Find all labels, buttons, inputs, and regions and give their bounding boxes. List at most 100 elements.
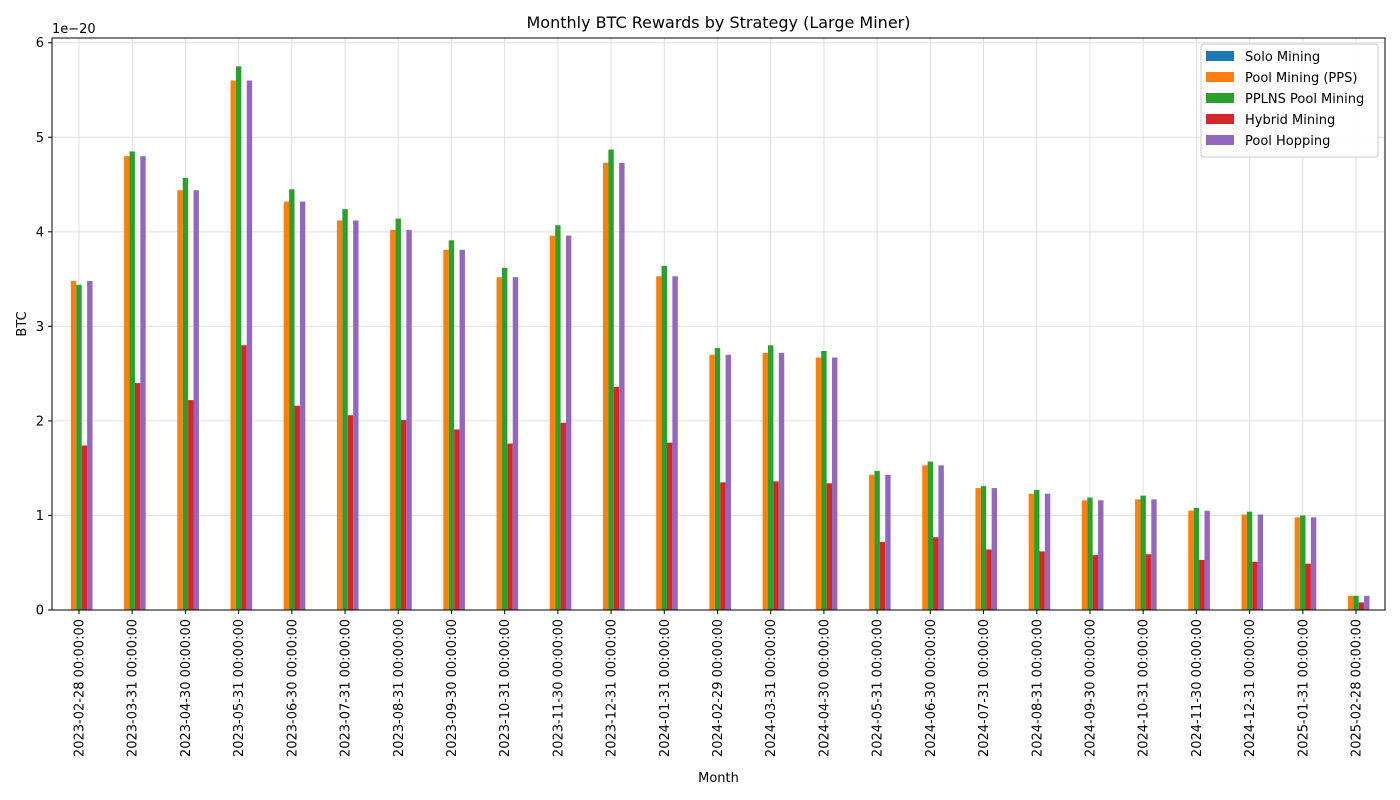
bar-pool-mining-pps: [549, 235, 556, 610]
legend-swatch: [1206, 93, 1234, 103]
bar-pool-mining-pps: [283, 201, 290, 610]
bar-hybrid-mining: [400, 419, 407, 610]
bar-hybrid-mining: [454, 429, 460, 610]
x-tick-label: 2023-04-30 00:00:00: [179, 619, 194, 757]
bar-hybrid-mining: [1145, 554, 1152, 610]
x-tick-label: 2024-04-30 00:00:00: [817, 619, 832, 757]
y-tick-label: 0: [36, 604, 44, 619]
bar-pool-hopping: [565, 235, 572, 610]
legend-box: [1200, 43, 1379, 158]
bar-pplns-pool-mining: [1353, 595, 1359, 610]
bar-pool-hopping: [1257, 514, 1264, 610]
bar-pool-hopping: [619, 162, 625, 611]
x-tick-label: 2023-03-31 00:00:00: [126, 619, 141, 757]
x-tick-label: 2024-05-31 00:00:00: [871, 619, 886, 757]
bar-pool-mining-pps: [230, 80, 236, 610]
bar-pool-hopping: [778, 352, 785, 610]
bar-hybrid-mining: [879, 541, 886, 610]
bar-pool-hopping: [1044, 493, 1051, 610]
legend-swatch: [1206, 72, 1234, 82]
plot-frame: [51, 37, 1386, 611]
bar-hybrid-mining: [1252, 561, 1258, 610]
bar-pool-mining-pps: [1294, 517, 1301, 610]
legend-swatch: [1206, 135, 1234, 145]
bar-pplns-pool-mining: [608, 149, 614, 610]
legend-swatch: [1206, 51, 1234, 61]
x-tick-label: 2024-12-31 00:00:00: [1243, 619, 1258, 757]
bar-pool-mining-pps: [177, 190, 183, 610]
bar-pplns-pool-mining: [661, 265, 667, 610]
x-tick-label: 2024-07-31 00:00:00: [977, 619, 992, 757]
bar-pool-hopping: [1204, 510, 1210, 610]
bar-hybrid-mining: [81, 445, 88, 610]
x-tick-label: 2023-11-30 00:00:00: [551, 619, 566, 757]
bar-pool-mining-pps: [124, 156, 130, 610]
bar-pool-hopping: [832, 357, 838, 610]
bar-pool-hopping: [672, 276, 678, 610]
x-tick-label: 2024-09-30 00:00:00: [1083, 619, 1098, 757]
bar-hybrid-mining: [933, 537, 939, 610]
bar-hybrid-mining: [986, 549, 992, 610]
y-axis-label: BTC: [15, 311, 30, 336]
bar-hybrid-mining: [1305, 563, 1311, 610]
x-tick-label: 2023-06-30 00:00:00: [285, 619, 300, 757]
bar-pool-mining-pps: [656, 276, 662, 610]
x-axis-label: Month: [698, 771, 739, 786]
bar-pool-mining-pps: [496, 277, 502, 610]
x-tick-label: 2023-10-31 00:00:00: [498, 619, 513, 757]
bar-pool-hopping: [512, 277, 519, 610]
legend-label: Hybrid Mining: [1245, 113, 1335, 128]
bar-pool-mining-pps: [70, 280, 77, 610]
bar-pool-hopping: [938, 465, 944, 610]
bar-pplns-pool-mining: [927, 461, 934, 610]
bar-pplns-pool-mining: [714, 348, 721, 610]
bar-pool-hopping: [1310, 517, 1317, 610]
y-tick-label: 5: [36, 131, 44, 146]
bar-hybrid-mining: [1199, 559, 1205, 610]
legend-label: Solo Mining: [1245, 50, 1320, 65]
y-tick-label: 2: [36, 414, 44, 429]
bar-pool-mining-pps: [443, 249, 449, 611]
legend-label: Pool Mining (PPS): [1245, 71, 1357, 86]
bar-pool-hopping: [87, 280, 93, 610]
y-tick-label: 6: [36, 36, 44, 51]
x-tick-label: 2024-03-31 00:00:00: [764, 619, 779, 757]
bar-pplns-pool-mining: [342, 209, 348, 611]
y-tick-label: 4: [36, 225, 44, 240]
x-tick-label: 2024-08-31 00:00:00: [1030, 619, 1045, 757]
legend: Solo Mining Pool Mining (PPS) PPLNS Pool M…: [1200, 43, 1379, 158]
bar-hybrid-mining: [507, 443, 513, 610]
x-tick-label: 2025-01-31 00:00:00: [1296, 619, 1311, 757]
bar-pplns-pool-mining: [1300, 515, 1306, 610]
bar-pool-hopping: [299, 201, 306, 610]
x-tick-label: 2023-08-31 00:00:00: [392, 619, 407, 757]
bar-pool-mining-pps: [869, 474, 875, 610]
bar-pplns-pool-mining: [182, 177, 189, 610]
legend-label: Pool Hopping: [1245, 134, 1330, 149]
bar-pool-hopping: [353, 220, 359, 611]
bar-pool-mining-pps: [975, 488, 981, 610]
bar-pool-mining-pps: [709, 354, 715, 610]
bar-pool-hopping: [140, 156, 146, 610]
bar-hybrid-mining: [826, 483, 833, 610]
bar-pool-hopping: [459, 249, 465, 611]
bar-pplns-pool-mining: [235, 66, 242, 610]
x-tick-label: 2023-02-28 00:00:00: [73, 619, 88, 757]
x-tick-label: 2024-11-30 00:00:00: [1190, 619, 1205, 757]
bar-pool-hopping: [885, 474, 891, 610]
bar-pool-mining-pps: [922, 465, 928, 610]
y-tick-label: 3: [36, 320, 44, 335]
bar-hybrid-mining: [560, 422, 566, 610]
x-tick-label: 2024-10-31 00:00:00: [1137, 619, 1152, 757]
y-scale-label: 1e−20: [52, 22, 96, 37]
bar-pool-hopping: [725, 354, 731, 610]
bar-pool-mining-pps: [1081, 500, 1088, 610]
bars: [70, 66, 1370, 611]
bar-pplns-pool-mining: [555, 225, 561, 610]
bar-pool-mining-pps: [1028, 493, 1035, 610]
bar-hybrid-mining: [188, 400, 194, 610]
bar-hybrid-mining: [613, 386, 620, 610]
bar-pplns-pool-mining: [448, 240, 455, 610]
bar-pool-mining-pps: [762, 352, 769, 610]
